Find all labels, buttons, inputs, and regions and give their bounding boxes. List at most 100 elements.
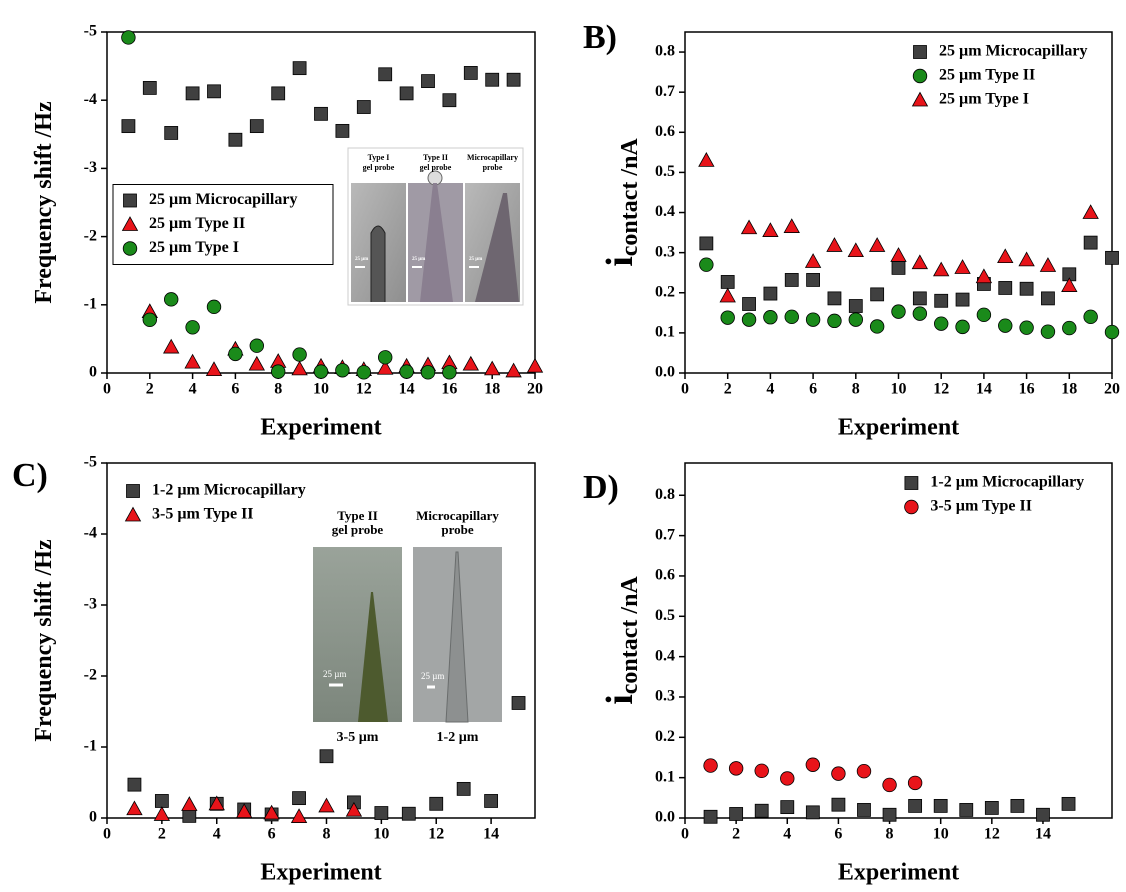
legend-label: 25 µm Microcapillary bbox=[149, 191, 297, 208]
data-point bbox=[1061, 796, 1076, 811]
data-point bbox=[378, 350, 393, 365]
data-point bbox=[848, 312, 864, 327]
data-point bbox=[826, 237, 843, 252]
inset-title: Type II bbox=[337, 508, 378, 523]
x-tick-label: 4 bbox=[213, 826, 221, 843]
x-tick-label: 6 bbox=[268, 826, 276, 843]
data-point bbox=[998, 318, 1013, 333]
data-point bbox=[908, 798, 923, 813]
data-point bbox=[377, 359, 394, 375]
data-point bbox=[181, 796, 198, 811]
x-tick-label: 6 bbox=[231, 381, 239, 398]
data-point bbox=[526, 357, 544, 373]
data-point bbox=[249, 338, 264, 353]
y-tick-label: -3 bbox=[84, 159, 97, 176]
probe-shape bbox=[445, 551, 469, 723]
y-tick-label: 0.6 bbox=[655, 567, 675, 584]
y-axis-label: icontact /nA bbox=[599, 138, 643, 267]
legend-marker bbox=[126, 484, 140, 498]
legend-label: 3-5 µm Type II bbox=[930, 498, 1032, 515]
data-point bbox=[228, 132, 243, 147]
data-point bbox=[1041, 291, 1055, 306]
data-point bbox=[934, 316, 949, 331]
data-point bbox=[263, 804, 280, 820]
inset-title: probe bbox=[483, 163, 503, 172]
x-tick-label: 10 bbox=[933, 826, 949, 843]
data-point bbox=[207, 84, 221, 99]
data-point bbox=[313, 364, 329, 379]
x-tick-label: 0 bbox=[103, 381, 111, 398]
data-point bbox=[1104, 324, 1120, 340]
data-point bbox=[205, 361, 223, 376]
y-axis-label: icontact /nA bbox=[599, 576, 643, 705]
legend-marker bbox=[913, 45, 927, 59]
data-point bbox=[890, 247, 907, 262]
plot-frame bbox=[684, 462, 1113, 819]
data-point bbox=[763, 310, 778, 325]
y-tick-label: 0.5 bbox=[655, 163, 675, 180]
y-tick-label: -4 bbox=[84, 525, 97, 542]
y-tick-label: -5 bbox=[84, 454, 97, 471]
data-point bbox=[484, 360, 501, 376]
data-point bbox=[934, 293, 949, 308]
x-tick-label: 12 bbox=[356, 381, 372, 398]
data-point bbox=[378, 67, 393, 82]
data-point bbox=[163, 338, 180, 354]
data-point bbox=[720, 275, 735, 289]
data-point bbox=[848, 299, 863, 313]
y-axis-label-main: i bbox=[599, 256, 641, 267]
y-axis-label-sub: contact /nA bbox=[617, 138, 643, 257]
data-point bbox=[127, 777, 142, 792]
x-tick-label: 8 bbox=[322, 826, 330, 843]
y-axis-label-main: Frequency shift /Hz bbox=[31, 539, 57, 742]
y-tick-label: 0.1 bbox=[655, 324, 675, 341]
data-point bbox=[933, 798, 948, 813]
legend-marker bbox=[122, 241, 138, 256]
data-point bbox=[420, 365, 436, 380]
data-point bbox=[831, 766, 846, 781]
data-point bbox=[356, 100, 371, 114]
data-point bbox=[805, 805, 820, 820]
probe-shape bbox=[427, 170, 443, 186]
legend-frame bbox=[112, 184, 334, 265]
y-tick-label: 0.3 bbox=[655, 243, 675, 260]
data-point bbox=[271, 86, 286, 101]
data-point bbox=[1105, 250, 1119, 265]
data-point bbox=[442, 365, 457, 380]
x-tick-label: 4 bbox=[766, 381, 774, 398]
legend-label: 25 µm Type I bbox=[939, 91, 1029, 108]
x-tick-label: 8 bbox=[886, 826, 894, 843]
data-point bbox=[249, 119, 264, 134]
inset-title: Microcapillary bbox=[467, 153, 518, 162]
data-point bbox=[976, 307, 992, 323]
x-tick-label: 0 bbox=[681, 381, 689, 398]
legend-marker bbox=[912, 68, 928, 84]
y-tick-label: -5 bbox=[84, 23, 97, 40]
data-point bbox=[319, 749, 334, 764]
data-point bbox=[740, 219, 758, 235]
data-point bbox=[805, 757, 821, 772]
data-point bbox=[1039, 257, 1057, 272]
data-point bbox=[763, 286, 778, 301]
y-tick-label: 0.7 bbox=[655, 83, 675, 100]
y-tick-label: 0.3 bbox=[655, 688, 675, 705]
x-tick-label: 4 bbox=[783, 826, 791, 843]
y-axis-label-main: Frequency shift /Hz bbox=[31, 101, 57, 304]
data-point bbox=[831, 797, 846, 812]
data-point bbox=[292, 791, 306, 806]
data-point bbox=[975, 268, 993, 284]
data-point bbox=[1062, 320, 1077, 336]
data-point bbox=[720, 310, 735, 325]
data-point bbox=[184, 353, 201, 369]
data-point bbox=[729, 807, 744, 821]
x-tick-label: 14 bbox=[483, 826, 499, 843]
data-point bbox=[805, 312, 821, 327]
inset-title: Microcapillary bbox=[416, 508, 499, 523]
x-axis-label: Experiment bbox=[260, 860, 381, 886]
x-tick-label: 16 bbox=[1019, 381, 1035, 398]
x-tick-label: 10 bbox=[891, 381, 907, 398]
data-point bbox=[356, 365, 372, 380]
inset-title: Type II bbox=[423, 153, 448, 162]
data-point bbox=[856, 764, 872, 779]
